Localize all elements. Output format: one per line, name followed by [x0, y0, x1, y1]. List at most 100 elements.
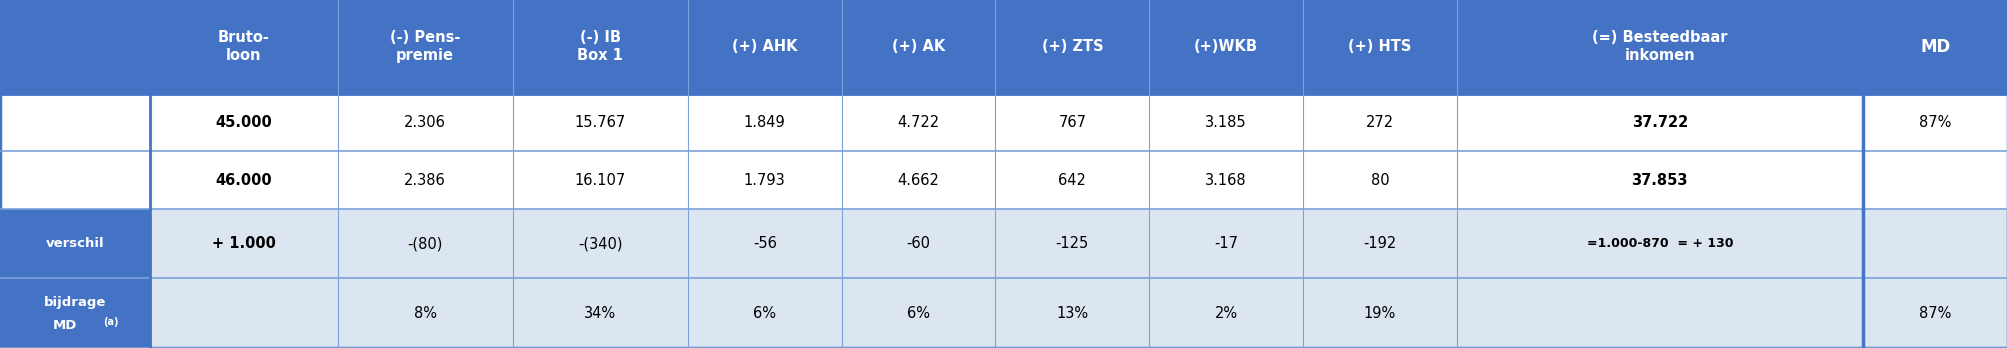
FancyBboxPatch shape — [995, 151, 1148, 209]
FancyBboxPatch shape — [149, 209, 337, 278]
FancyBboxPatch shape — [512, 0, 688, 94]
Text: 37.853: 37.853 — [1632, 173, 1688, 188]
Text: -125: -125 — [1056, 236, 1088, 251]
Text: (a): (a) — [102, 317, 118, 327]
FancyBboxPatch shape — [512, 151, 688, 209]
Text: 1.793: 1.793 — [743, 173, 785, 188]
FancyBboxPatch shape — [337, 278, 512, 348]
Text: MD: MD — [52, 319, 76, 332]
Text: (-) Pens-
premie: (-) Pens- premie — [389, 31, 460, 63]
Text: 8%: 8% — [413, 306, 436, 321]
Text: 37.722: 37.722 — [1632, 115, 1688, 130]
FancyBboxPatch shape — [0, 151, 149, 209]
FancyBboxPatch shape — [1148, 151, 1303, 209]
FancyBboxPatch shape — [0, 209, 149, 278]
FancyBboxPatch shape — [995, 94, 1148, 151]
FancyBboxPatch shape — [995, 0, 1148, 94]
FancyBboxPatch shape — [688, 94, 841, 151]
FancyBboxPatch shape — [149, 94, 337, 151]
FancyBboxPatch shape — [149, 151, 337, 209]
Text: -(80): -(80) — [407, 236, 444, 251]
FancyBboxPatch shape — [337, 209, 512, 278]
Text: MD: MD — [1919, 38, 1949, 56]
Text: 15.767: 15.767 — [574, 115, 626, 130]
Text: 272: 272 — [1365, 115, 1393, 130]
FancyBboxPatch shape — [1862, 151, 2007, 209]
Text: -60: -60 — [905, 236, 929, 251]
Text: 34%: 34% — [584, 306, 616, 321]
Text: (+) ZTS: (+) ZTS — [1042, 39, 1102, 55]
Text: (+) AHK: (+) AHK — [733, 39, 797, 55]
Text: (=) Besteedbaar
inkomen: (=) Besteedbaar inkomen — [1592, 31, 1726, 63]
Text: 2.306: 2.306 — [403, 115, 446, 130]
Text: 13%: 13% — [1056, 306, 1088, 321]
Text: =1.000-870  = + 130: =1.000-870 = + 130 — [1586, 237, 1732, 250]
FancyBboxPatch shape — [1862, 278, 2007, 348]
Text: 16.107: 16.107 — [574, 173, 626, 188]
FancyBboxPatch shape — [337, 0, 512, 94]
FancyBboxPatch shape — [512, 278, 688, 348]
Text: (-) IB
Box 1: (-) IB Box 1 — [578, 31, 622, 63]
Text: 87%: 87% — [1919, 306, 1951, 321]
FancyBboxPatch shape — [512, 94, 688, 151]
FancyBboxPatch shape — [337, 94, 512, 151]
Text: (+) HTS: (+) HTS — [1347, 39, 1411, 55]
Text: 6%: 6% — [907, 306, 929, 321]
FancyBboxPatch shape — [1862, 0, 2007, 94]
Text: 2%: 2% — [1214, 306, 1236, 321]
Text: + 1.000: + 1.000 — [211, 236, 275, 251]
Text: 3.168: 3.168 — [1204, 173, 1246, 188]
FancyBboxPatch shape — [1862, 209, 2007, 278]
FancyBboxPatch shape — [337, 151, 512, 209]
FancyBboxPatch shape — [1457, 151, 1862, 209]
Text: 6%: 6% — [753, 306, 777, 321]
FancyBboxPatch shape — [1303, 94, 1457, 151]
Text: -(340): -(340) — [578, 236, 622, 251]
Text: 87%: 87% — [1919, 115, 1951, 130]
FancyBboxPatch shape — [0, 0, 149, 94]
FancyBboxPatch shape — [1303, 278, 1457, 348]
FancyBboxPatch shape — [841, 0, 995, 94]
FancyBboxPatch shape — [995, 209, 1148, 278]
FancyBboxPatch shape — [1457, 278, 1862, 348]
Text: (+) AK: (+) AK — [891, 39, 945, 55]
FancyBboxPatch shape — [841, 209, 995, 278]
FancyBboxPatch shape — [841, 278, 995, 348]
FancyBboxPatch shape — [1303, 151, 1457, 209]
FancyBboxPatch shape — [1148, 0, 1303, 94]
Text: 46.000: 46.000 — [215, 173, 271, 188]
FancyBboxPatch shape — [1457, 94, 1862, 151]
Text: (+)WKB: (+)WKB — [1194, 39, 1258, 55]
FancyBboxPatch shape — [688, 209, 841, 278]
FancyBboxPatch shape — [688, 0, 841, 94]
FancyBboxPatch shape — [1862, 94, 2007, 151]
Text: 1.849: 1.849 — [743, 115, 785, 130]
Text: 19%: 19% — [1363, 306, 1395, 321]
FancyBboxPatch shape — [688, 278, 841, 348]
Text: bijdrage: bijdrage — [44, 296, 106, 309]
FancyBboxPatch shape — [512, 209, 688, 278]
FancyBboxPatch shape — [1303, 0, 1457, 94]
FancyBboxPatch shape — [1303, 209, 1457, 278]
FancyBboxPatch shape — [1457, 0, 1862, 94]
Text: 4.662: 4.662 — [897, 173, 939, 188]
Text: 2.386: 2.386 — [403, 173, 446, 188]
Text: Bruto-
loon: Bruto- loon — [217, 31, 269, 63]
Text: -17: -17 — [1214, 236, 1238, 251]
FancyBboxPatch shape — [688, 151, 841, 209]
Text: 45.000: 45.000 — [215, 115, 271, 130]
FancyBboxPatch shape — [1457, 209, 1862, 278]
FancyBboxPatch shape — [995, 278, 1148, 348]
FancyBboxPatch shape — [841, 94, 995, 151]
FancyBboxPatch shape — [149, 0, 337, 94]
FancyBboxPatch shape — [841, 151, 995, 209]
Text: 80: 80 — [1371, 173, 1389, 188]
FancyBboxPatch shape — [1148, 278, 1303, 348]
Text: verschil: verschil — [46, 237, 104, 250]
FancyBboxPatch shape — [1148, 94, 1303, 151]
Text: -192: -192 — [1363, 236, 1397, 251]
FancyBboxPatch shape — [0, 94, 149, 151]
Text: 4.722: 4.722 — [897, 115, 939, 130]
FancyBboxPatch shape — [0, 278, 149, 348]
Text: -56: -56 — [753, 236, 777, 251]
